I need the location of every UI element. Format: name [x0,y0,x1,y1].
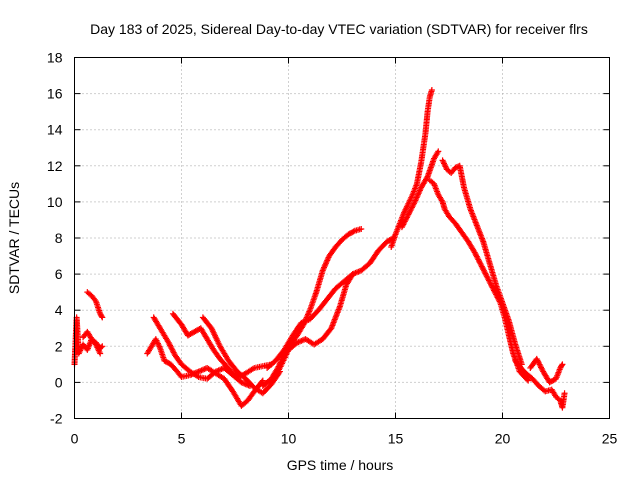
y-tick-label: 8 [55,230,63,246]
data-point-marker [525,377,532,384]
y-tick-label: 18 [47,50,63,66]
x-tick-label: 10 [281,431,297,447]
y-tick-labels: -2 0 2 4 6 8 10 12 14 16 18 [47,50,63,427]
y-tick-label: 14 [47,122,63,138]
y-tick-label: 0 [55,374,63,390]
data-point-marker [350,228,357,235]
data-marks [71,86,568,411]
data-point-marker [97,350,104,357]
series-arc-13 [426,177,532,384]
data-point-marker [258,378,265,385]
series-arc-14 [439,157,525,368]
plot-frame [74,57,610,419]
series-arc-11 [388,86,435,251]
y-tick-label: 2 [55,338,63,354]
y-tick-label: -2 [50,411,63,427]
x-tick-label: 25 [602,431,618,447]
series-arc-16 [527,355,566,386]
data-point-marker [98,313,105,320]
x-tick-label: 0 [71,431,79,447]
series-arc-10 [268,271,356,386]
data-point-marker [348,272,355,279]
series-arc-8 [259,225,365,390]
series-arc-3 [80,328,104,357]
data-point-marker [559,361,566,368]
series-arc-2 [84,289,106,321]
y-tick-label: 6 [55,266,63,282]
y-tick-label: 12 [47,158,63,174]
series-arc-15 [512,357,568,411]
data-point-marker [349,271,356,278]
y-axis-label: SDTVAR / TECUs [6,182,22,294]
x-tick-label: 5 [178,431,186,447]
y-tick-label: 4 [55,302,63,318]
x-tick-label: 15 [388,431,404,447]
data-point-marker [259,377,266,384]
x-axis-label: GPS time / hours [287,457,394,473]
data-point-marker [177,372,184,379]
y-tick-label: 10 [47,194,63,210]
series-arc-1 [71,314,106,368]
data-point-marker [558,362,565,369]
data-point-marker [99,343,106,350]
y-tick-label: 16 [47,86,63,102]
data-point-marker [99,314,106,321]
data-point-marker [435,148,442,155]
chart-title: Day 183 of 2025, Sidereal Day-to-day VTE… [90,21,588,37]
series-arc-12 [398,148,442,231]
x-tick-labels: 0 5 10 15 20 25 [71,431,618,447]
x-tick-label: 20 [495,431,511,447]
data-point-marker [561,390,568,397]
data-point-marker [358,225,365,232]
data-point-marker [428,86,435,93]
